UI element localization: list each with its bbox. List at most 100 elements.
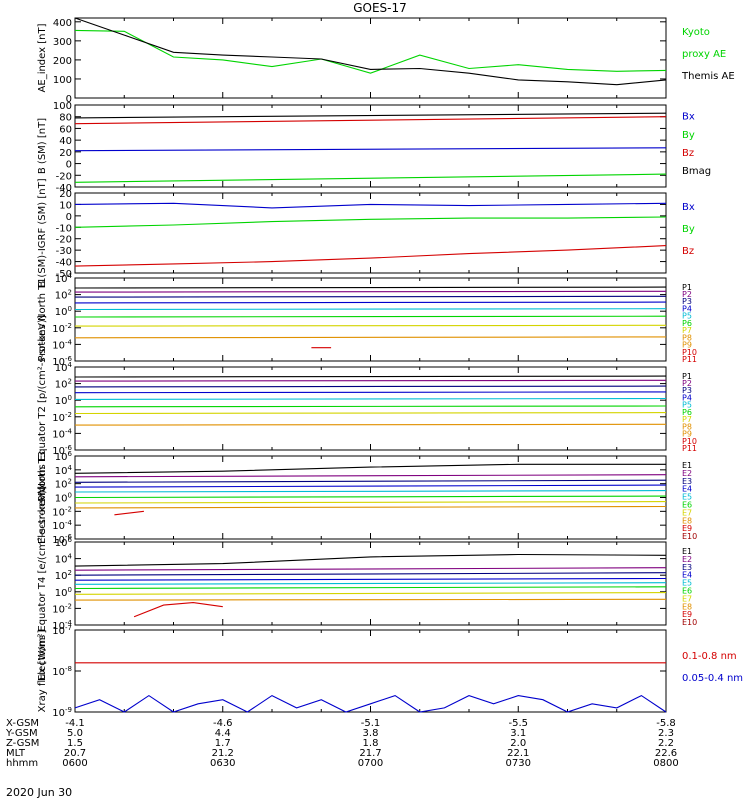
legend-entry: Bx (682, 112, 695, 123)
x-axis-value: 2.2 (658, 738, 674, 749)
series-e8 (74, 505, 667, 509)
legend-entry: E3 (682, 477, 692, 486)
y-tick-label: 104 (55, 272, 73, 285)
series-e2 (74, 567, 667, 571)
y-tick-exponent: 4 (68, 361, 73, 369)
x-axis-value: 0600 (62, 758, 87, 769)
legend-entry: P9 (682, 430, 692, 439)
y-tick-label: 10-4 (52, 427, 72, 440)
y-tick-exponent: -4 (65, 338, 73, 346)
legend-entry: P10 (682, 437, 697, 446)
y-tick-label: 0 (66, 94, 72, 105)
y-tick-exponent: 6 (68, 450, 73, 458)
date-label: 2020 Jun 30 (6, 786, 72, 799)
series-e9 (133, 602, 223, 618)
series-by (74, 173, 667, 183)
x-axis-value: 20.7 (64, 748, 86, 759)
legend-entry: proxy AE (682, 49, 726, 60)
series-p4 (74, 391, 667, 394)
legend-entry: P2 (682, 379, 692, 388)
x-axis-value: 3.8 (363, 728, 379, 739)
legend-entry: P3 (682, 386, 692, 395)
y-tick-label: 200 (53, 56, 72, 67)
y-tick-label: -40 (56, 183, 72, 194)
legend-entry: Kyoto (682, 27, 710, 38)
y-tick-exponent: -4 (65, 519, 73, 527)
y-tick-label: 80 (59, 113, 72, 124)
legend-entry: E2 (682, 469, 692, 478)
series-e4 (74, 577, 667, 581)
series-e7 (74, 592, 667, 595)
series-e5 (74, 582, 667, 585)
panel-frame (74, 277, 667, 362)
legend-entry: E7 (682, 508, 692, 517)
legend-entry: E4 (682, 571, 692, 580)
legend-entry: E6 (682, 587, 692, 596)
x-axis-row-label: MLT (6, 748, 26, 759)
series-p6 (74, 405, 667, 408)
series-p5 (74, 397, 667, 400)
legend-entry: P6 (682, 408, 692, 417)
panel-frame (74, 17, 667, 99)
x-axis-value: -5.1 (361, 718, 381, 729)
x-axis-value: 0730 (506, 758, 531, 769)
x-axis-row-label: Z-GSM (6, 738, 39, 749)
y-axis-title: Protons Equator T2 [p/(cm²-s-sr-keV)] (37, 315, 48, 502)
series-0-05-0-4-nm (74, 694, 667, 713)
legend-entry: P5 (682, 312, 692, 321)
x-axis-value: -5.5 (508, 718, 528, 729)
series-e1 (74, 463, 666, 474)
y-axis-title: B (SM)-IGRF (SM) [nT] (37, 178, 48, 287)
y-tick-label: 100 (53, 101, 72, 112)
y-tick-exponent: 0 (68, 394, 72, 402)
legend-entry: E10 (682, 618, 697, 627)
x-axis-row-label: hhmm (6, 758, 38, 769)
legend-entry: P6 (682, 319, 692, 328)
series-e2 (74, 474, 667, 478)
x-axis-value: 3.1 (510, 728, 526, 739)
x-axis-value: -4.6 (213, 718, 233, 729)
x-axis-value: -5.8 (656, 718, 676, 729)
legend-entry: Bz (682, 148, 694, 159)
x-axis-value: 1.7 (215, 738, 231, 749)
legend-entry: P11 (682, 355, 697, 364)
x-axis-table: X-GSM -4.1 -4.6 -5.1 -5.5 -5.8 Y-GSM 5.0 4.4 3.8 3… (5, 718, 679, 769)
legend-entry: P11 (682, 444, 697, 453)
y-tick-exponent: 2 (68, 378, 72, 386)
legend-entry: E8 (682, 516, 692, 525)
y-tick-label: 102 (55, 289, 72, 302)
y-tick-label: 102 (55, 378, 72, 391)
legend-entry: By (682, 130, 695, 141)
y-tick-label: 100 (55, 492, 72, 505)
y-tick-label: -40 (56, 258, 72, 269)
y-tick-label: 102 (55, 569, 72, 582)
y-tick-label: -10 (56, 223, 72, 234)
y-tick-exponent: -8 (65, 665, 72, 673)
series-p2 (74, 379, 667, 382)
plot-title: GOES-17 (353, 1, 407, 15)
legend-entry: E3 (682, 563, 692, 572)
x-axis-value: 0700 (358, 758, 383, 769)
x-axis-value: 5.0 (67, 728, 83, 739)
y-tick-label: -50 (56, 269, 72, 280)
series-p3 (74, 295, 667, 298)
legend-entry: P7 (682, 415, 692, 424)
y-tick-label: 100 (55, 394, 72, 407)
series-bz (74, 245, 667, 267)
y-tick-exponent: 4 (68, 553, 73, 561)
legend-entry: P8 (682, 422, 692, 431)
y-tick-label: 0 (66, 212, 72, 223)
y-tick-label: 102 (55, 478, 72, 491)
y-tick-label: 100 (55, 305, 72, 318)
legend-entry: P9 (682, 341, 692, 350)
y-tick-label: 60 (59, 124, 72, 135)
y-tick-exponent: -9 (65, 706, 72, 714)
series-p7 (74, 412, 667, 415)
series-bx (74, 202, 667, 209)
series-e8 (74, 598, 667, 601)
